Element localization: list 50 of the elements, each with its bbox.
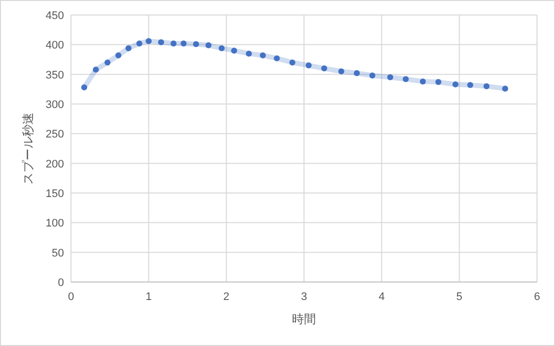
point <box>104 59 111 66</box>
point <box>369 72 376 79</box>
point <box>260 52 266 58</box>
x-tick-label: 1 <box>146 291 152 303</box>
point <box>170 40 177 46</box>
x-axis-title: 時間 <box>292 312 316 326</box>
y-tick-label: 300 <box>46 99 64 111</box>
point <box>387 74 394 80</box>
point <box>158 39 164 46</box>
point <box>402 76 409 82</box>
point <box>452 81 458 88</box>
point <box>502 86 508 92</box>
point <box>289 59 296 66</box>
point <box>246 50 252 57</box>
x-tick-label: 0 <box>68 291 74 303</box>
y-tick-label: 400 <box>46 40 64 52</box>
x-tick-label: 4 <box>378 291 385 303</box>
point <box>125 45 132 52</box>
point <box>338 68 344 74</box>
y-axis-title: スプール秒速 <box>21 112 35 184</box>
point <box>231 48 238 54</box>
point <box>218 45 225 52</box>
y-tick-label: 50 <box>52 247 64 260</box>
point <box>115 52 122 58</box>
point <box>205 42 212 48</box>
point <box>467 82 474 88</box>
y-tick-label: 100 <box>46 218 64 230</box>
x-tick-label: 6 <box>534 291 540 303</box>
point <box>136 40 142 46</box>
y-tick-label: 200 <box>46 158 64 170</box>
point <box>274 55 280 62</box>
point <box>321 65 328 72</box>
y-tick-label: 350 <box>46 69 64 82</box>
point <box>193 41 200 48</box>
point <box>180 40 187 46</box>
point <box>146 38 152 44</box>
point <box>354 70 360 76</box>
y-tick-label: 0 <box>58 277 64 289</box>
x-tick-label: 5 <box>456 291 462 303</box>
x-tick-label: 3 <box>300 291 308 303</box>
point <box>420 78 426 84</box>
point <box>306 62 312 68</box>
point <box>81 84 88 90</box>
point <box>92 66 99 73</box>
y-tick-label: 150 <box>46 188 64 200</box>
x-tick-label: 2 <box>223 291 230 303</box>
point <box>484 83 490 90</box>
y-tick-label: 250 <box>46 128 64 141</box>
point <box>435 79 442 86</box>
y-tick-label: 450 <box>46 10 64 22</box>
